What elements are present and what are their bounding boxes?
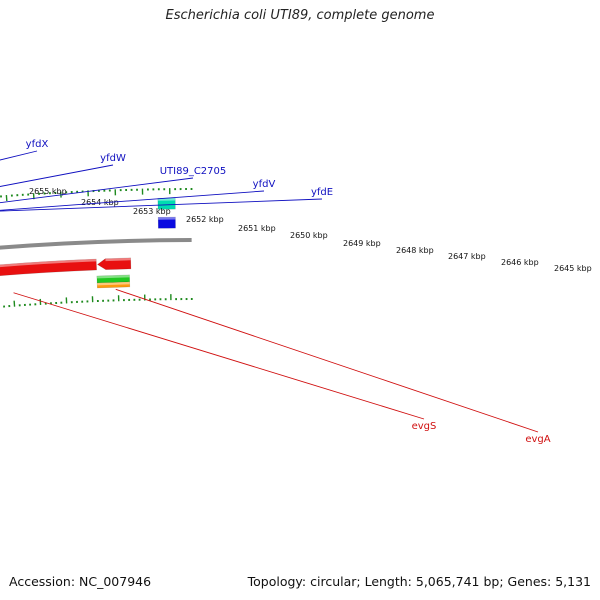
kbp-label: 2650 kbp [290, 231, 328, 240]
kbp-label: 2648 kbp [396, 246, 434, 255]
gene-label-UTI89_C2705[interactable]: UTI89_C2705 [160, 166, 227, 177]
label-leader-line [13, 292, 425, 420]
gene-feature[interactable] [96, 281, 131, 289]
label-leader-line [0, 190, 265, 211]
accession-text: Accession: NC_007946 [9, 574, 152, 589]
kbp-label: 2647 kbp [448, 252, 486, 261]
gene-label-yfdV[interactable]: yfdV [253, 179, 276, 190]
label-leader-line [0, 150, 38, 161]
gene-feature-highlight [105, 257, 131, 262]
label-leader-line [0, 198, 323, 212]
map-title: Escherichia coli UTI89, complete genome [165, 8, 435, 23]
inner-scale-ticks [3, 294, 193, 308]
gene-label-yfdW[interactable]: yfdW [100, 153, 126, 164]
gene-label-evgS[interactable]: evgS [412, 421, 437, 432]
kbp-label: 2654 kbp [81, 198, 119, 207]
gene-label-yfdX[interactable]: yfdX [26, 139, 49, 150]
kbp-label: 2652 kbp [186, 215, 224, 224]
label-leader-line [0, 177, 194, 204]
gene-feature[interactable] [0, 258, 97, 284]
gene-feature-highlight [96, 274, 130, 279]
gene-feature[interactable] [96, 257, 132, 270]
gene-label-yfdE[interactable]: yfdE [311, 187, 333, 198]
gene-labels[interactable]: yfdX yfdW UTI89_C2705 yfdV yfdE evgS evg… [26, 139, 551, 445]
label-leader-line [115, 288, 539, 433]
genome-summary-text: Topology: circular; Length: 5,065,741 bp… [247, 574, 591, 589]
gene-feature[interactable] [157, 216, 176, 229]
kbp-label: 2649 kbp [343, 239, 381, 248]
gene-feature-highlight [97, 281, 130, 286]
gene-label-evgA[interactable]: evgA [525, 434, 550, 445]
label-leader-line [0, 164, 114, 187]
kbp-label: 2651 kbp [238, 224, 276, 233]
kbp-label: 2646 kbp [501, 258, 539, 267]
scale-labels: 2655 kbp 2654 kbp 2653 kbp 2652 kbp 2651… [29, 187, 592, 273]
gene-label-leaders [0, 150, 539, 433]
gene-feature-highlight [0, 259, 97, 268]
kbp-label: 2653 kbp [133, 207, 171, 216]
kbp-label: 2655 kbp [29, 187, 67, 196]
kbp-label: 2645 kbp [554, 264, 592, 273]
genome-backbone [0, 238, 192, 250]
gene-features[interactable] [0, 197, 176, 308]
